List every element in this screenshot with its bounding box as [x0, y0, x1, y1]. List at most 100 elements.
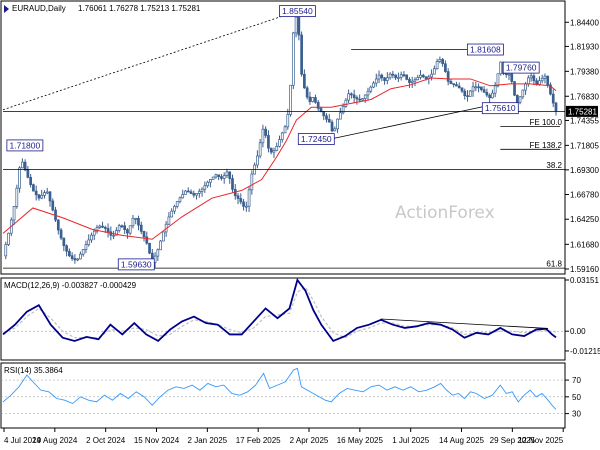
candle-body — [538, 80, 541, 85]
candle-body — [554, 102, 558, 112]
candle-body — [350, 93, 353, 96]
candle-body — [264, 128, 268, 136]
candle-body — [526, 77, 530, 85]
candle-body — [289, 84, 292, 115]
candle-body — [355, 97, 359, 100]
candle-body — [432, 68, 436, 75]
price-label: 1.59630 — [117, 258, 155, 271]
candle-body — [239, 198, 243, 203]
candle-body — [236, 195, 240, 199]
candle-body — [250, 173, 254, 191]
candle-body — [529, 75, 533, 79]
time-tick-label: 1 Jul 2025 — [392, 436, 429, 445]
candle-body — [103, 226, 107, 229]
candle-body — [231, 178, 234, 190]
candle-body — [479, 86, 483, 90]
candle-body — [410, 80, 414, 83]
candle-body — [115, 230, 118, 236]
candle-body — [134, 217, 138, 220]
candle-body — [532, 75, 536, 82]
candle-body — [101, 225, 104, 228]
candle-body — [416, 77, 420, 81]
candle-body — [471, 86, 475, 92]
candle-body — [272, 149, 276, 153]
candle-body — [477, 86, 480, 89]
candle-body — [148, 242, 151, 254]
candle-body — [131, 218, 135, 227]
candle-body — [206, 181, 209, 187]
candle-body — [95, 227, 99, 232]
candle-body — [394, 74, 397, 79]
price-label-text: 1.75610 — [485, 103, 516, 113]
candle-body — [59, 229, 63, 239]
price-tick-label: 1.76830 — [570, 92, 599, 101]
candle-body — [430, 73, 433, 78]
macd-label: MACD(12,26,9) -0.003827 -0.000429 — [4, 281, 137, 290]
candle-body — [336, 118, 339, 130]
macd-tick-label: 0.03151 — [570, 276, 599, 285]
candle-body — [488, 94, 491, 99]
price-tick-label: 1.64250 — [570, 215, 599, 224]
candle-body — [200, 188, 204, 192]
axis-layer: 1.84400 1.81930 1.79380 1.76830 1.74355 1.718… — [3, 18, 600, 445]
time-tick-label: 16 May 2025 — [337, 436, 384, 445]
candle-body — [84, 244, 88, 250]
candle-body — [485, 92, 489, 96]
macd-main-line — [2, 278, 557, 343]
candle-body — [338, 112, 342, 120]
candle-body — [297, 16, 301, 36]
ohlc-label: 1.76061 1.76278 1.75213 1.75281 — [78, 4, 201, 13]
candle-body — [347, 93, 350, 101]
candle-body — [137, 217, 140, 226]
price-label-box — [502, 61, 540, 74]
candle-body — [327, 118, 331, 123]
candle-body — [34, 190, 38, 196]
candle-body — [513, 81, 516, 96]
fib-label: FE 138.2 — [530, 141, 563, 150]
candle-body — [421, 74, 425, 78]
candle-body — [87, 239, 91, 246]
candle-body — [291, 32, 295, 86]
candle-body — [92, 230, 96, 236]
candle-body — [203, 185, 207, 190]
candle-body — [463, 90, 467, 97]
candle-body — [551, 93, 555, 104]
candle-body — [305, 87, 309, 98]
candle-body — [385, 77, 389, 81]
candle-body — [535, 80, 538, 85]
candle-body — [261, 128, 265, 144]
candle-body — [269, 147, 273, 153]
price-label-box — [297, 133, 335, 145]
candle-body — [446, 71, 450, 82]
candle-body — [178, 197, 182, 202]
candle-body — [474, 86, 478, 89]
time-tick-label: 2 Apr 2025 — [290, 436, 329, 445]
candle-body — [333, 128, 337, 132]
time-tick-label: 17 Feb 2025 — [236, 436, 281, 445]
rsi-line — [2, 367, 557, 410]
candle-body — [26, 169, 30, 178]
candle-body — [374, 78, 378, 84]
price-label-text: 1.59630 — [121, 259, 152, 269]
candle-body — [391, 73, 395, 76]
candle-body — [457, 85, 461, 89]
price-tick-label: 1.59160 — [570, 265, 599, 274]
candle-body — [294, 16, 298, 34]
candle-body — [521, 89, 525, 98]
rsi-tick-label: 50 — [572, 393, 581, 402]
candle-body — [167, 216, 171, 225]
price-label: 1.85540 — [279, 5, 316, 18]
candle-body — [496, 73, 500, 87]
candle-body — [482, 89, 486, 93]
candle-body — [460, 87, 464, 92]
candle-body — [145, 236, 149, 244]
candle-body — [209, 178, 212, 183]
candle-body — [546, 75, 550, 86]
candle-body — [413, 79, 417, 82]
macd-divergence-line — [380, 318, 549, 329]
candle-body — [493, 85, 497, 94]
candle-body — [128, 225, 132, 234]
candle-body — [399, 74, 403, 78]
price-label-text: 1.81608 — [470, 45, 501, 55]
candle-body — [175, 201, 179, 207]
